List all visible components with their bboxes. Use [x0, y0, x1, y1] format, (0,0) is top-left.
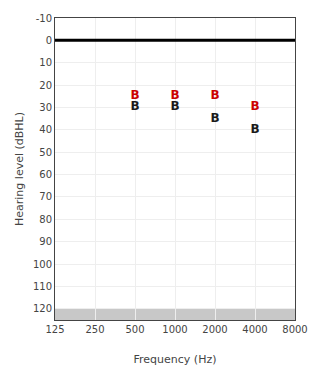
svg-text:4000: 4000 — [242, 324, 267, 335]
svg-text:Hearing level (dBHL): Hearing level (dBHL) — [13, 112, 26, 226]
svg-text:B: B — [210, 88, 219, 102]
svg-text:50: 50 — [39, 147, 52, 158]
svg-text:80: 80 — [39, 214, 52, 225]
svg-text:-10: -10 — [36, 13, 52, 24]
svg-text:1000: 1000 — [162, 324, 187, 335]
svg-text:B: B — [250, 99, 259, 113]
svg-text:B: B — [130, 88, 139, 102]
svg-text:B: B — [130, 99, 139, 113]
svg-text:8000: 8000 — [282, 324, 307, 335]
svg-text:2000: 2000 — [202, 324, 227, 335]
svg-text:0: 0 — [46, 35, 52, 46]
svg-text:30: 30 — [39, 102, 52, 113]
svg-text:B: B — [250, 122, 259, 136]
svg-text:70: 70 — [39, 191, 52, 202]
svg-text:250: 250 — [85, 324, 104, 335]
svg-text:90: 90 — [39, 236, 52, 247]
svg-text:110: 110 — [33, 281, 52, 292]
svg-text:40: 40 — [39, 124, 52, 135]
svg-text:B: B — [170, 88, 179, 102]
svg-text:120: 120 — [33, 303, 52, 314]
svg-text:20: 20 — [39, 80, 52, 91]
svg-text:125: 125 — [45, 324, 64, 335]
svg-text:60: 60 — [39, 169, 52, 180]
svg-text:B: B — [210, 111, 219, 125]
svg-text:500: 500 — [125, 324, 144, 335]
svg-text:B: B — [170, 99, 179, 113]
svg-text:Frequency (Hz): Frequency (Hz) — [134, 353, 217, 366]
svg-text:10: 10 — [39, 57, 52, 68]
svg-text:100: 100 — [33, 259, 52, 270]
